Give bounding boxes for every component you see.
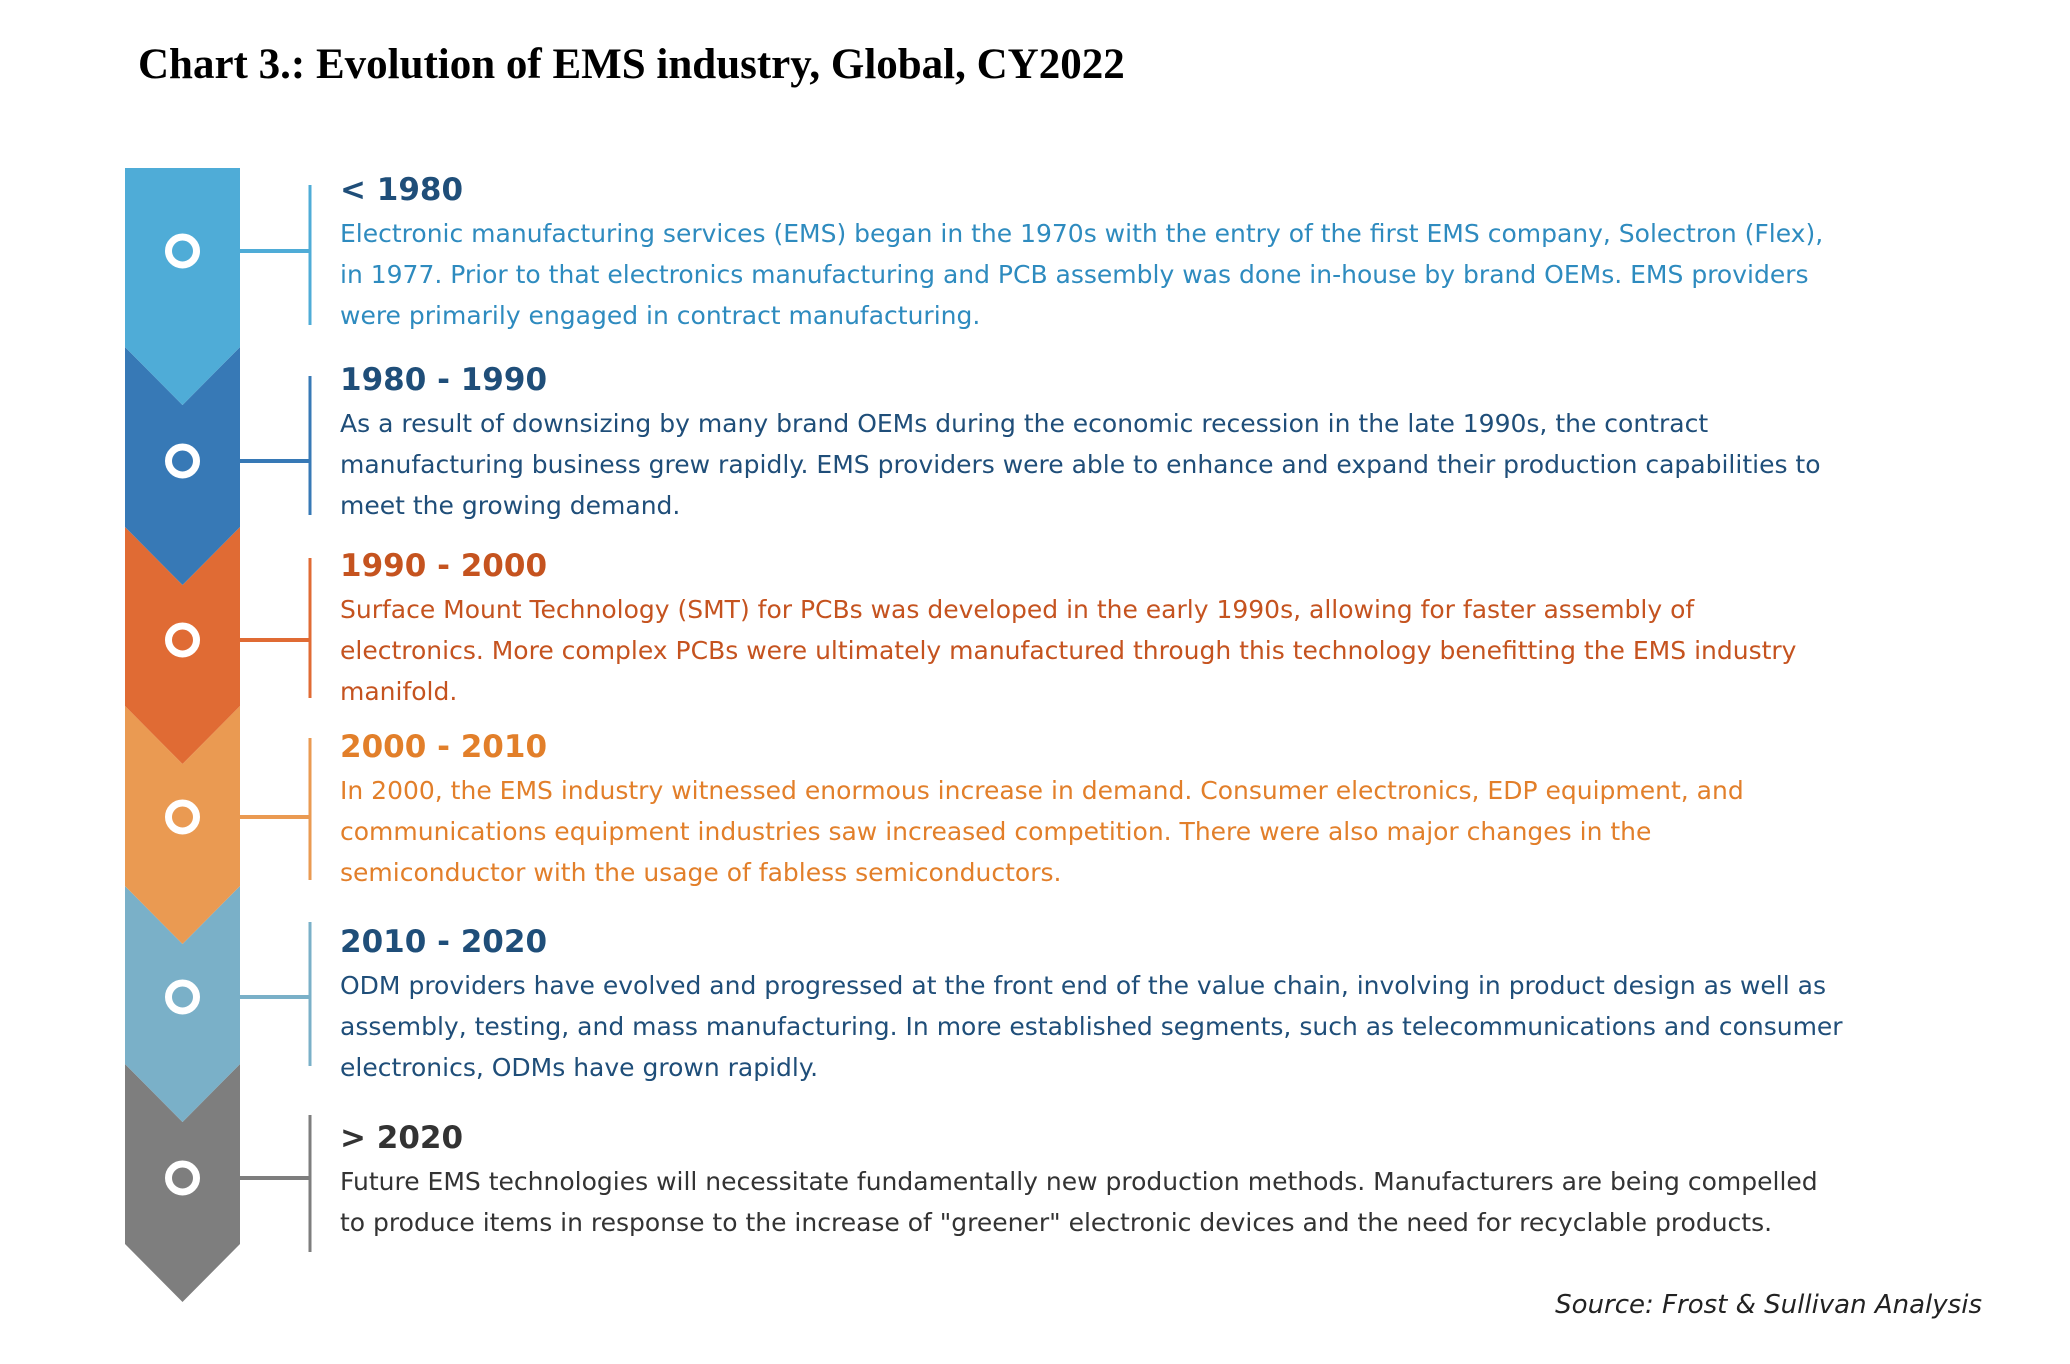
timeline-entry: > 2020 Future EMS technologies will neces… bbox=[340, 1118, 2040, 1243]
description-line: As a result of downsizing by many brand … bbox=[340, 409, 1709, 438]
timeline-chevron-1 bbox=[125, 168, 240, 405]
timeline-marker-icon bbox=[165, 233, 200, 269]
timeline-period: > 2020 bbox=[340, 1120, 464, 1156]
timeline-entry: < 1980 Electronic manufacturing services … bbox=[340, 170, 2040, 336]
timeline-description: As a result of downsizing by many brand … bbox=[340, 403, 2040, 526]
description-line: communications equipment industries saw … bbox=[340, 817, 1652, 846]
description-line: Future EMS technologies will necessitate… bbox=[340, 1167, 1818, 1196]
timeline-description: In 2000, the EMS industry witnessed enor… bbox=[340, 770, 2040, 893]
timeline-marker-icon bbox=[165, 1160, 200, 1196]
timeline-period: 1990 - 2000 bbox=[340, 548, 548, 584]
timeline-period: < 1980 bbox=[340, 172, 464, 208]
description-line: Electronic manufacturing services (EMS) … bbox=[340, 219, 1824, 248]
description-line: Surface Mount Technology (SMT) for PCBs … bbox=[340, 595, 1695, 624]
timeline-chevron-6 bbox=[125, 1064, 240, 1302]
source-note: Source: Frost & Sullivan Analysis bbox=[1555, 1290, 1982, 1320]
timeline-chevron-5 bbox=[125, 886, 240, 1122]
timeline-period: 2000 - 2010 bbox=[340, 729, 548, 765]
timeline-description: Electronic manufacturing services (EMS) … bbox=[340, 213, 2040, 336]
description-line: manifold. bbox=[340, 677, 458, 706]
timeline-period: 2010 - 2020 bbox=[340, 924, 548, 960]
timeline-marker-icon bbox=[165, 622, 200, 658]
description-line: were primarily engaged in contract manuf… bbox=[340, 301, 981, 330]
timeline-entry: 1980 - 1990 As a result of downsizing by … bbox=[340, 360, 2040, 526]
description-line: assembly, testing, and mass manufacturin… bbox=[340, 1012, 1843, 1041]
description-line: in 1977. Prior to that electronics manuf… bbox=[340, 260, 1809, 289]
timeline-description: Surface Mount Technology (SMT) for PCBs … bbox=[340, 589, 2040, 712]
timeline-period: 1980 - 1990 bbox=[340, 362, 548, 398]
description-line: In 2000, the EMS industry witnessed enor… bbox=[340, 776, 1744, 805]
timeline-entry: 2010 - 2020 ODM providers have evolved an… bbox=[340, 922, 2040, 1088]
description-line: to produce items in response to the incr… bbox=[340, 1208, 1773, 1237]
description-line: semiconductor with the usage of fabless … bbox=[340, 858, 1062, 887]
description-line: meet the growing demand. bbox=[340, 491, 681, 520]
description-line: electronics. More complex PCBs were ulti… bbox=[340, 636, 1797, 665]
chart-title: Chart 3.: Evolution of EMS industry, Glo… bbox=[138, 41, 1125, 88]
timeline-marker-icon bbox=[165, 979, 200, 1015]
timeline-marker-icon bbox=[165, 443, 200, 479]
description-line: electronics, ODMs have grown rapidly. bbox=[340, 1053, 819, 1082]
timeline-chevron-3 bbox=[125, 527, 240, 764]
timeline-description: Future EMS technologies will necessitate… bbox=[340, 1161, 2040, 1243]
timeline-description: ODM providers have evolved and progresse… bbox=[340, 965, 2040, 1088]
timeline-chevron-2 bbox=[125, 347, 240, 585]
timeline-entry: 1990 - 2000 Surface Mount Technology (SMT… bbox=[340, 546, 2040, 712]
description-line: ODM providers have evolved and progresse… bbox=[340, 971, 1826, 1000]
timeline-entry: 2000 - 2010 In 2000, the EMS industry wit… bbox=[340, 727, 2040, 893]
timeline-chevron-4 bbox=[125, 706, 240, 944]
timeline-marker-icon bbox=[165, 799, 200, 835]
description-line: manufacturing business grew rapidly. EMS… bbox=[340, 450, 1821, 479]
